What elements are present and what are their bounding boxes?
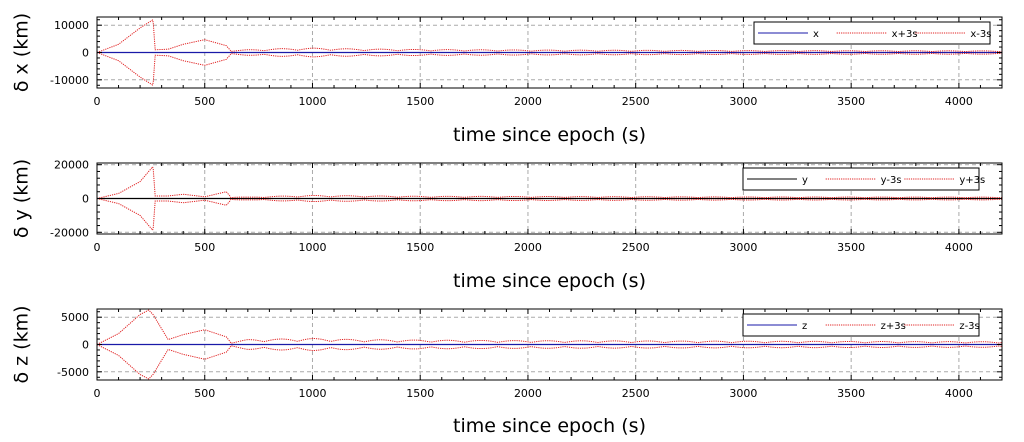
x-tick-label: 4000 <box>945 95 973 108</box>
x-tick-label: 3500 <box>837 95 865 108</box>
legend-label: x+3s <box>892 29 918 40</box>
x-tick-label: 3500 <box>837 387 865 400</box>
x-tick-label: 0 <box>94 95 101 108</box>
legend-label: x <box>813 29 819 40</box>
x-tick-label: 500 <box>194 95 215 108</box>
x-tick-label: 4000 <box>945 241 973 254</box>
x-tick-label: 1000 <box>298 387 326 400</box>
x-tick-label: 3500 <box>837 241 865 254</box>
y-axis-title: δ x (km) <box>11 13 33 92</box>
x-tick-label: 3000 <box>729 241 757 254</box>
x-tick-label: 1500 <box>406 95 434 108</box>
y-tick-label: -20000 <box>50 226 89 239</box>
legend-label: z-3s <box>959 321 979 332</box>
y-tick-label: 0 <box>82 339 89 352</box>
x-tick-label: 1500 <box>406 241 434 254</box>
y-tick-label: 5000 <box>61 311 89 324</box>
x-tick-label: 2500 <box>622 95 650 108</box>
x-axis-title: time since epoch (s) <box>453 124 646 146</box>
x-tick-label: 1000 <box>298 95 326 108</box>
legend-label: x-3s <box>970 29 991 40</box>
series-group <box>97 309 1002 380</box>
series-group <box>97 19 1002 86</box>
x-tick-label: 1500 <box>406 387 434 400</box>
series-line-y-3s <box>97 165 1002 199</box>
x-tick-label: 3000 <box>729 387 757 400</box>
y-tick-label: -10000 <box>50 74 89 87</box>
y-tick-label: 0 <box>82 193 89 206</box>
legend: z z+3s z-3s <box>742 313 980 337</box>
chart-panel-2: 0 500 1000 1500 2000 2500 3000 3500 4000 -20000 0 2… <box>11 159 1003 292</box>
legend: y y-3s y+3s <box>742 167 985 191</box>
x-tick-label: 2500 <box>622 387 650 400</box>
legend-label: y <box>802 175 808 186</box>
series-line-z-3s <box>97 309 1002 345</box>
y-tick-label: -5000 <box>57 366 89 379</box>
legend: x x+3s x-3s <box>753 21 991 45</box>
chart-panel-3: 0 500 1000 1500 2000 2500 3000 3500 4000 -5000 0 50… <box>11 305 1003 437</box>
x-tick-label: 2000 <box>514 241 542 254</box>
x-tick-label: 0 <box>94 241 101 254</box>
legend-label: y-3s <box>881 175 902 186</box>
legend-label: z <box>802 321 807 332</box>
series-group <box>97 165 1002 232</box>
x-axis-title: time since epoch (s) <box>453 270 646 292</box>
legend-label: z+3s <box>881 321 906 332</box>
series-line-y-3s <box>97 198 1002 232</box>
x-tick-label: 500 <box>194 387 215 400</box>
x-tick-label: 2000 <box>514 387 542 400</box>
x-tick-label: 2000 <box>514 95 542 108</box>
series-line-x-3s <box>97 52 1002 86</box>
x-axis-title: time since epoch (s) <box>453 415 646 437</box>
y-tick-label: 10000 <box>54 19 89 32</box>
y-tick-label: 20000 <box>54 159 89 172</box>
legend-label: y+3s <box>959 175 985 186</box>
x-tick-label: 3000 <box>729 95 757 108</box>
x-tick-label: 1000 <box>298 241 326 254</box>
y-axis-title: δ y (km) <box>11 159 33 238</box>
chart-panel-1: 0 500 1000 1500 2000 2500 3000 3500 4000 -10000 0 1… <box>11 13 1003 146</box>
series-line-z-3s <box>97 344 1002 380</box>
y-axis-title: δ z (km) <box>11 305 33 383</box>
y-tick-label: 0 <box>82 47 89 60</box>
x-tick-label: 2500 <box>622 241 650 254</box>
x-tick-label: 0 <box>94 387 101 400</box>
x-tick-label: 4000 <box>945 387 973 400</box>
series-line-x-3s <box>97 19 1002 53</box>
x-tick-label: 500 <box>194 241 215 254</box>
